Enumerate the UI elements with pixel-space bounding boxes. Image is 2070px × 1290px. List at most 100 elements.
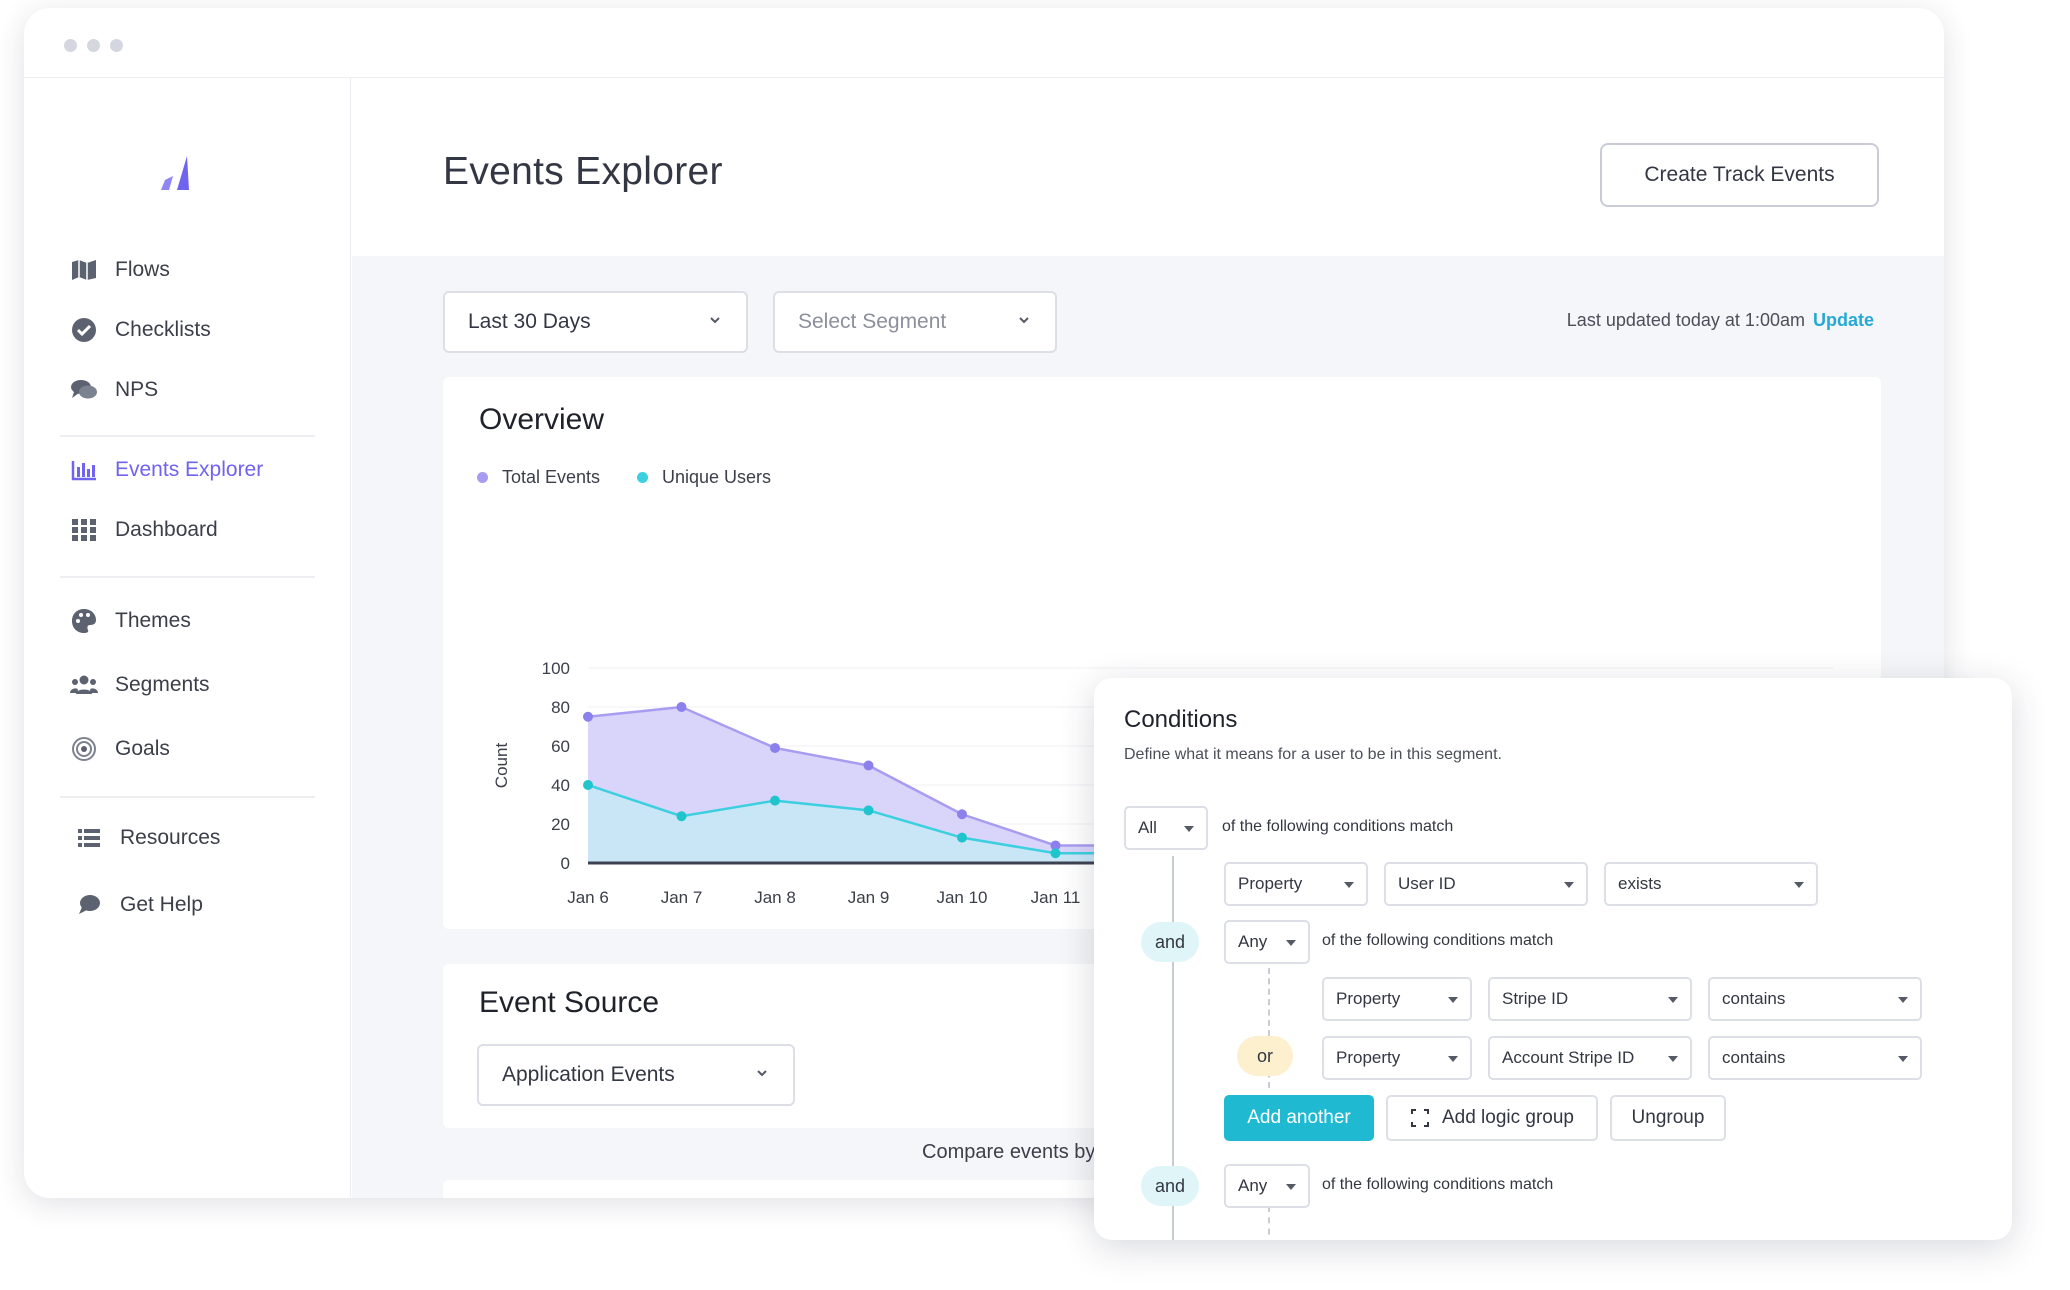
sidebar-item-themes[interactable]: Themes bbox=[69, 601, 191, 641]
condition-operator-select[interactable]: contains bbox=[1708, 977, 1922, 1021]
segment-select[interactable]: Select Segment bbox=[773, 291, 1057, 353]
sidebar-item-segments[interactable]: Segments bbox=[69, 665, 210, 705]
last-updated-text: Last updated today at 1:00am Update bbox=[1567, 310, 1874, 331]
data-point bbox=[583, 780, 593, 790]
caret-down-icon bbox=[1898, 1056, 1908, 1062]
sidebar-item-flows[interactable]: Flows bbox=[69, 250, 170, 290]
compare-events-text: Compare events by s bbox=[922, 1141, 1111, 1163]
conditions-panel: Conditions Define what it means for a us… bbox=[1094, 678, 2012, 1240]
brand-logo[interactable] bbox=[159, 154, 193, 192]
condition-operator-value: contains bbox=[1722, 1048, 1786, 1067]
match-text: of the following conditions match bbox=[1222, 818, 1454, 835]
window-dot bbox=[64, 39, 77, 52]
y-tick-label: 0 bbox=[561, 854, 570, 873]
condition-type-select[interactable]: Property bbox=[1322, 977, 1472, 1021]
check-circle-icon bbox=[69, 315, 99, 345]
data-point bbox=[863, 805, 874, 816]
condition-type-value: Property bbox=[1336, 1048, 1401, 1067]
condition-field-select[interactable]: User ID bbox=[1384, 862, 1588, 906]
x-tick-label: Jan 8 bbox=[754, 888, 796, 907]
match-text: of the following conditions match bbox=[1322, 932, 1554, 949]
event-source-title: Event Source bbox=[479, 986, 660, 1019]
page-header: Events Explorer Create Track Events bbox=[352, 78, 1944, 256]
data-point bbox=[770, 795, 780, 806]
window-dot bbox=[110, 39, 123, 52]
group-connector-line bbox=[1268, 968, 1270, 1088]
sidebar-item-events-explorer[interactable]: Events Explorer bbox=[69, 450, 263, 490]
sidebar-divider bbox=[60, 576, 315, 578]
sidebar-item-label: Dashboard bbox=[115, 518, 218, 541]
logic-connector-line bbox=[1172, 856, 1174, 1240]
y-axis-label: Count bbox=[492, 743, 511, 789]
caret-down-icon bbox=[1344, 882, 1354, 888]
condition-field-value: Account Stripe ID bbox=[1502, 1048, 1635, 1067]
caret-down-icon bbox=[1794, 882, 1804, 888]
condition-type-select[interactable]: Property bbox=[1224, 862, 1368, 906]
condition-type-select[interactable]: Property bbox=[1322, 1036, 1472, 1080]
condition-type-value: Property bbox=[1238, 874, 1303, 893]
date-range-select[interactable]: Last 30 Days bbox=[443, 291, 748, 353]
ungroup-button[interactable]: Ungroup bbox=[1610, 1095, 1726, 1141]
condition-field-select[interactable]: Stripe ID bbox=[1488, 977, 1692, 1021]
condition-field-value: Stripe ID bbox=[1502, 989, 1569, 1008]
caret-down-icon bbox=[1286, 940, 1296, 946]
condition-field-select[interactable]: Account Stripe ID bbox=[1488, 1036, 1692, 1080]
event-source-value: Application Events bbox=[502, 1063, 675, 1086]
sidebar-item-dashboard[interactable]: Dashboard bbox=[69, 510, 218, 550]
condition-operator-select[interactable]: contains bbox=[1708, 1036, 1922, 1080]
sidebar-item-label: Flows bbox=[115, 258, 170, 281]
data-point bbox=[676, 811, 687, 822]
update-link[interactable]: Update bbox=[1812, 310, 1874, 330]
legend-label: Total Events bbox=[502, 467, 601, 487]
chevron-down-icon bbox=[710, 317, 720, 324]
condition-operator-select[interactable]: exists bbox=[1604, 862, 1818, 906]
sidebar-item-label: NPS bbox=[115, 378, 159, 401]
legend-label: Unique Users bbox=[662, 467, 772, 487]
and-connector[interactable]: and bbox=[1141, 1166, 1199, 1206]
last-updated-label: Last updated today at 1:00am bbox=[1566, 310, 1805, 330]
data-point bbox=[583, 711, 593, 722]
sidebar-item-get-help[interactable]: Get Help bbox=[69, 885, 203, 925]
map-icon bbox=[69, 255, 99, 285]
add-another-button[interactable]: Add another bbox=[1224, 1095, 1374, 1141]
caret-down-icon bbox=[1184, 826, 1194, 832]
root-match-select[interactable]: All bbox=[1124, 806, 1208, 850]
sidebar-item-checklists[interactable]: Checklists bbox=[69, 310, 211, 350]
legend-item[interactable]: Total Events bbox=[477, 467, 600, 488]
match-text: of the following conditions match bbox=[1322, 1176, 1554, 1193]
legend-dot bbox=[477, 472, 488, 483]
caret-down-icon bbox=[1564, 882, 1574, 888]
data-point bbox=[863, 760, 874, 771]
add-logic-group-button[interactable]: Add logic group bbox=[1386, 1095, 1598, 1141]
x-tick-label: Jan 6 bbox=[567, 888, 609, 907]
legend-item[interactable]: Unique Users bbox=[637, 467, 771, 488]
caret-down-icon bbox=[1448, 1056, 1458, 1062]
x-tick-label: Jan 9 bbox=[848, 888, 890, 907]
root-match-value: All bbox=[1138, 818, 1157, 837]
sidebar-item-nps[interactable]: NPS bbox=[69, 370, 158, 410]
data-point bbox=[957, 809, 967, 820]
y-tick-label: 20 bbox=[551, 815, 570, 834]
event-source-select[interactable]: Application Events bbox=[477, 1044, 795, 1106]
sidebar: Flows Checklists NPS Events Explorer Das… bbox=[24, 78, 351, 1198]
users-icon bbox=[69, 670, 99, 700]
legend-dot bbox=[637, 472, 648, 483]
segment-placeholder: Select Segment bbox=[798, 310, 947, 333]
sidebar-item-goals[interactable]: Goals bbox=[69, 729, 170, 769]
sidebar-item-label: Checklists bbox=[115, 318, 211, 341]
grid-icon bbox=[69, 515, 99, 545]
or-connector[interactable]: or bbox=[1237, 1036, 1293, 1076]
condition-type-value: Property bbox=[1336, 989, 1401, 1008]
group-match-select[interactable]: Any bbox=[1224, 920, 1310, 964]
sidebar-divider bbox=[60, 796, 315, 798]
y-tick-label: 40 bbox=[551, 776, 570, 795]
create-track-events-button[interactable]: Create Track Events bbox=[1600, 143, 1879, 207]
sidebar-divider bbox=[60, 435, 315, 437]
and-connector[interactable]: and bbox=[1141, 922, 1199, 962]
data-point bbox=[1050, 848, 1061, 859]
sidebar-item-resources[interactable]: Resources bbox=[69, 818, 220, 858]
group-match-select[interactable]: Any bbox=[1224, 1164, 1310, 1208]
data-point bbox=[1050, 840, 1061, 851]
caret-down-icon bbox=[1448, 997, 1458, 1003]
add-logic-group-label: Add logic group bbox=[1441, 1107, 1575, 1128]
